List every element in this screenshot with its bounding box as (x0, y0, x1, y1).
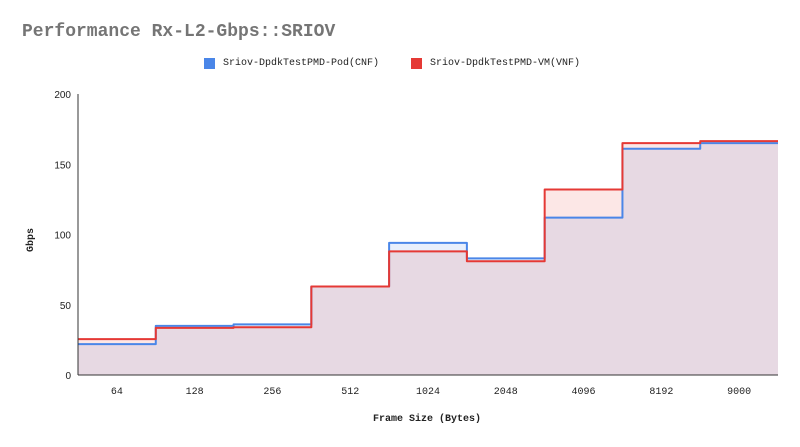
x-tick-label: 1024 (416, 387, 440, 398)
y-tick-label: 200 (54, 90, 71, 101)
x-tick-label: 512 (341, 387, 359, 398)
x-tick-label: 9000 (727, 387, 751, 398)
legend: Sriov-DpdkTestPMD-Pod(CNF) Sriov-DpdkTes… (0, 58, 800, 74)
x-tick-label: 4096 (572, 387, 596, 398)
legend-item-cnf[interactable]: Sriov-DpdkTestPMD-Pod(CNF) (204, 58, 379, 69)
line-cnf[interactable] (78, 142, 778, 346)
area-cnf (78, 143, 778, 375)
x-tick-labels: 64 128 256 512 1024 2048 4096 8192 9000 (111, 387, 751, 398)
y-tick-label: 150 (54, 160, 71, 171)
x-tick-label: 128 (186, 387, 204, 398)
y-tick-label: 0 (65, 371, 71, 382)
area-vnf (78, 141, 778, 375)
chart-title: Performance Rx-L2-Gbps::SRIOV (22, 22, 336, 42)
x-tick-label: 256 (263, 387, 281, 398)
y-tick-label: 50 (60, 301, 72, 312)
legend-swatch-vnf (411, 58, 422, 69)
y-tick-labels: 0 50 100 150 200 (54, 90, 71, 382)
x-tick-label: 8192 (649, 387, 673, 398)
x-tick-label: 2048 (494, 387, 518, 398)
y-tick-label: 100 (54, 231, 71, 242)
legend-swatch-cnf (204, 58, 215, 69)
legend-label-cnf: Sriov-DpdkTestPMD-Pod(CNF) (223, 58, 380, 69)
line-vnf[interactable] (78, 140, 778, 341)
series-lines (78, 140, 778, 346)
legend-item-vnf[interactable]: Sriov-DpdkTestPMD-VM(VNF) (411, 58, 580, 69)
x-tick-label: 64 (111, 387, 123, 398)
y-axis-title: Gbps (25, 228, 37, 252)
x-axis-title: Frame Size (Bytes) (373, 413, 481, 425)
legend-label-vnf: Sriov-DpdkTestPMD-VM(VNF) (430, 58, 581, 69)
series-areas (78, 141, 778, 375)
